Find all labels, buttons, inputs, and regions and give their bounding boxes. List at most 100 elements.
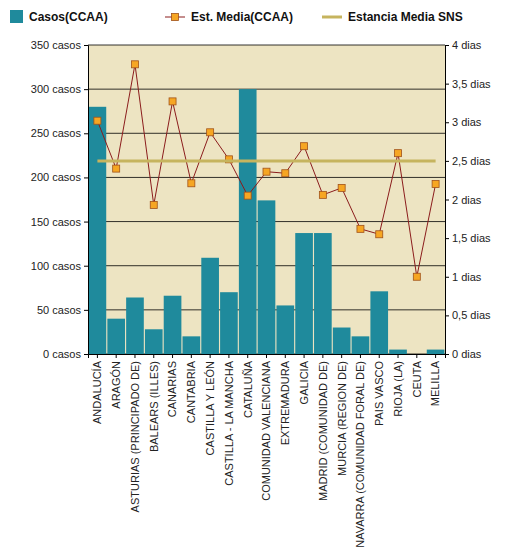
marks	[89, 61, 445, 354]
tick: 250 casos	[31, 127, 88, 139]
tick: 3,5 dias	[445, 78, 491, 90]
marker	[357, 225, 364, 232]
y-axis: 0 casos50 casos100 casos150 casos200 cas…	[31, 39, 89, 360]
tick: 1 dias	[445, 271, 482, 283]
tick: 4 dias	[445, 39, 482, 51]
bar	[145, 329, 163, 354]
tick-label: 300 casos	[31, 83, 82, 95]
tick: ASTURIAS (PRINCIPADO DE)	[129, 354, 141, 512]
tick-label: MELILLA	[429, 360, 441, 406]
tick-mark	[445, 122, 449, 123]
marker	[282, 170, 289, 177]
tick: 300 casos	[31, 83, 88, 95]
tick-label: COMUNIDAD VALENCIANA	[260, 360, 272, 500]
bar	[333, 328, 351, 354]
tick-label: 150 casos	[31, 216, 82, 228]
tick-label: BALEARS (ILLES)	[148, 361, 160, 452]
tick-mark	[445, 45, 449, 46]
tick-mark	[445, 315, 449, 316]
tick: 0 casos	[43, 348, 88, 360]
chart: 0 casos50 casos100 casos150 casos200 cas…	[0, 0, 511, 551]
marker	[131, 61, 138, 68]
tick: 100 casos	[31, 260, 88, 272]
legend-item: Est. Media(CCAA)	[165, 10, 293, 24]
grid	[88, 45, 445, 354]
tick: CEUTA	[411, 354, 423, 397]
tick: 2 dias	[445, 194, 482, 206]
tick-label: 0 dias	[452, 348, 482, 360]
marker	[413, 273, 420, 280]
axis-line	[446, 46, 450, 355]
grid-line	[88, 89, 445, 90]
tick: PAIS VASCO	[373, 354, 385, 426]
tick: CASTILLA Y LEÓN	[204, 354, 216, 455]
bar	[183, 336, 201, 354]
tick-label: MADRID (COMUNIDAD DE)	[317, 361, 329, 501]
bar	[239, 89, 257, 354]
legend-swatch	[10, 10, 23, 23]
legend-item: Estancia Media SNS	[322, 10, 463, 24]
tick: NAVARRA (COMUNIDAD FORAL DE)	[354, 354, 366, 548]
bar	[89, 107, 107, 354]
marker	[395, 150, 402, 157]
grid-line	[88, 133, 445, 134]
tick-mark	[134, 354, 135, 358]
tick: COMUNIDAD VALENCIANA	[260, 354, 272, 501]
tick: ANDALUCÍA	[91, 354, 103, 424]
bar	[295, 233, 313, 354]
marker	[94, 117, 101, 124]
tick-label: CATALUÑA	[242, 360, 254, 418]
tick-label: NAVARRA (COMUNIDAD FORAL DE)	[354, 361, 366, 548]
legend-label: Casos(CCAA)	[29, 10, 108, 24]
tick-mark	[416, 354, 417, 358]
marker	[150, 201, 157, 208]
plot: 0 casos50 casos100 casos150 casos200 cas…	[31, 39, 491, 548]
marker	[319, 191, 326, 198]
tick: MADRID (COMUNIDAD DE)	[317, 354, 329, 501]
marker	[338, 184, 345, 191]
tick-mark	[84, 222, 88, 223]
bar	[201, 258, 219, 354]
tick-mark	[97, 354, 98, 358]
tick-mark	[84, 310, 88, 311]
tick-label: 250 casos	[31, 127, 82, 139]
marker	[188, 180, 195, 187]
tick-mark	[304, 354, 305, 358]
axis-line	[89, 355, 446, 359]
tick: BALEARS (ILLES)	[148, 354, 160, 452]
tick-mark	[322, 354, 323, 358]
tick-mark	[435, 354, 436, 358]
marker	[169, 98, 176, 105]
tick-mark	[285, 354, 286, 358]
tick-label: 0,5 dias	[452, 309, 491, 321]
tick: EXTREMADURA	[279, 354, 291, 445]
legend-swatch	[322, 16, 342, 19]
tick: MURCIA (REGION DE)	[336, 354, 348, 476]
bar	[107, 319, 125, 354]
tick-mark	[445, 161, 449, 162]
tick: 3 dias	[445, 116, 482, 128]
tick-mark	[341, 354, 342, 358]
tick: CATALUÑA	[242, 354, 254, 418]
tick-mark	[360, 354, 361, 358]
legend-label: Est. Media(CCAA)	[191, 10, 293, 24]
tick-mark	[445, 277, 449, 278]
legend-marker	[172, 14, 179, 21]
tick: CANTABRIA	[185, 354, 197, 423]
bar	[370, 291, 388, 354]
y2-axis: 0 dias0,5 dias1 dias1,5 dias2 dias2,5 di…	[445, 39, 491, 360]
tick: CASTILLA - LA MANCHA	[223, 354, 235, 486]
tick-label: CASTILLA Y LEÓN	[204, 361, 216, 455]
marker	[376, 231, 383, 238]
bar	[314, 233, 332, 354]
tick-label: 3 dias	[452, 116, 482, 128]
marker	[301, 143, 308, 150]
tick-label: CANARIAS	[166, 361, 178, 417]
marker	[207, 129, 214, 136]
line	[97, 64, 435, 276]
bar	[389, 350, 407, 354]
tick-mark	[84, 133, 88, 134]
tick-label: 4 dias	[452, 39, 482, 51]
tick-mark	[445, 84, 449, 85]
tick: 150 casos	[31, 216, 88, 228]
